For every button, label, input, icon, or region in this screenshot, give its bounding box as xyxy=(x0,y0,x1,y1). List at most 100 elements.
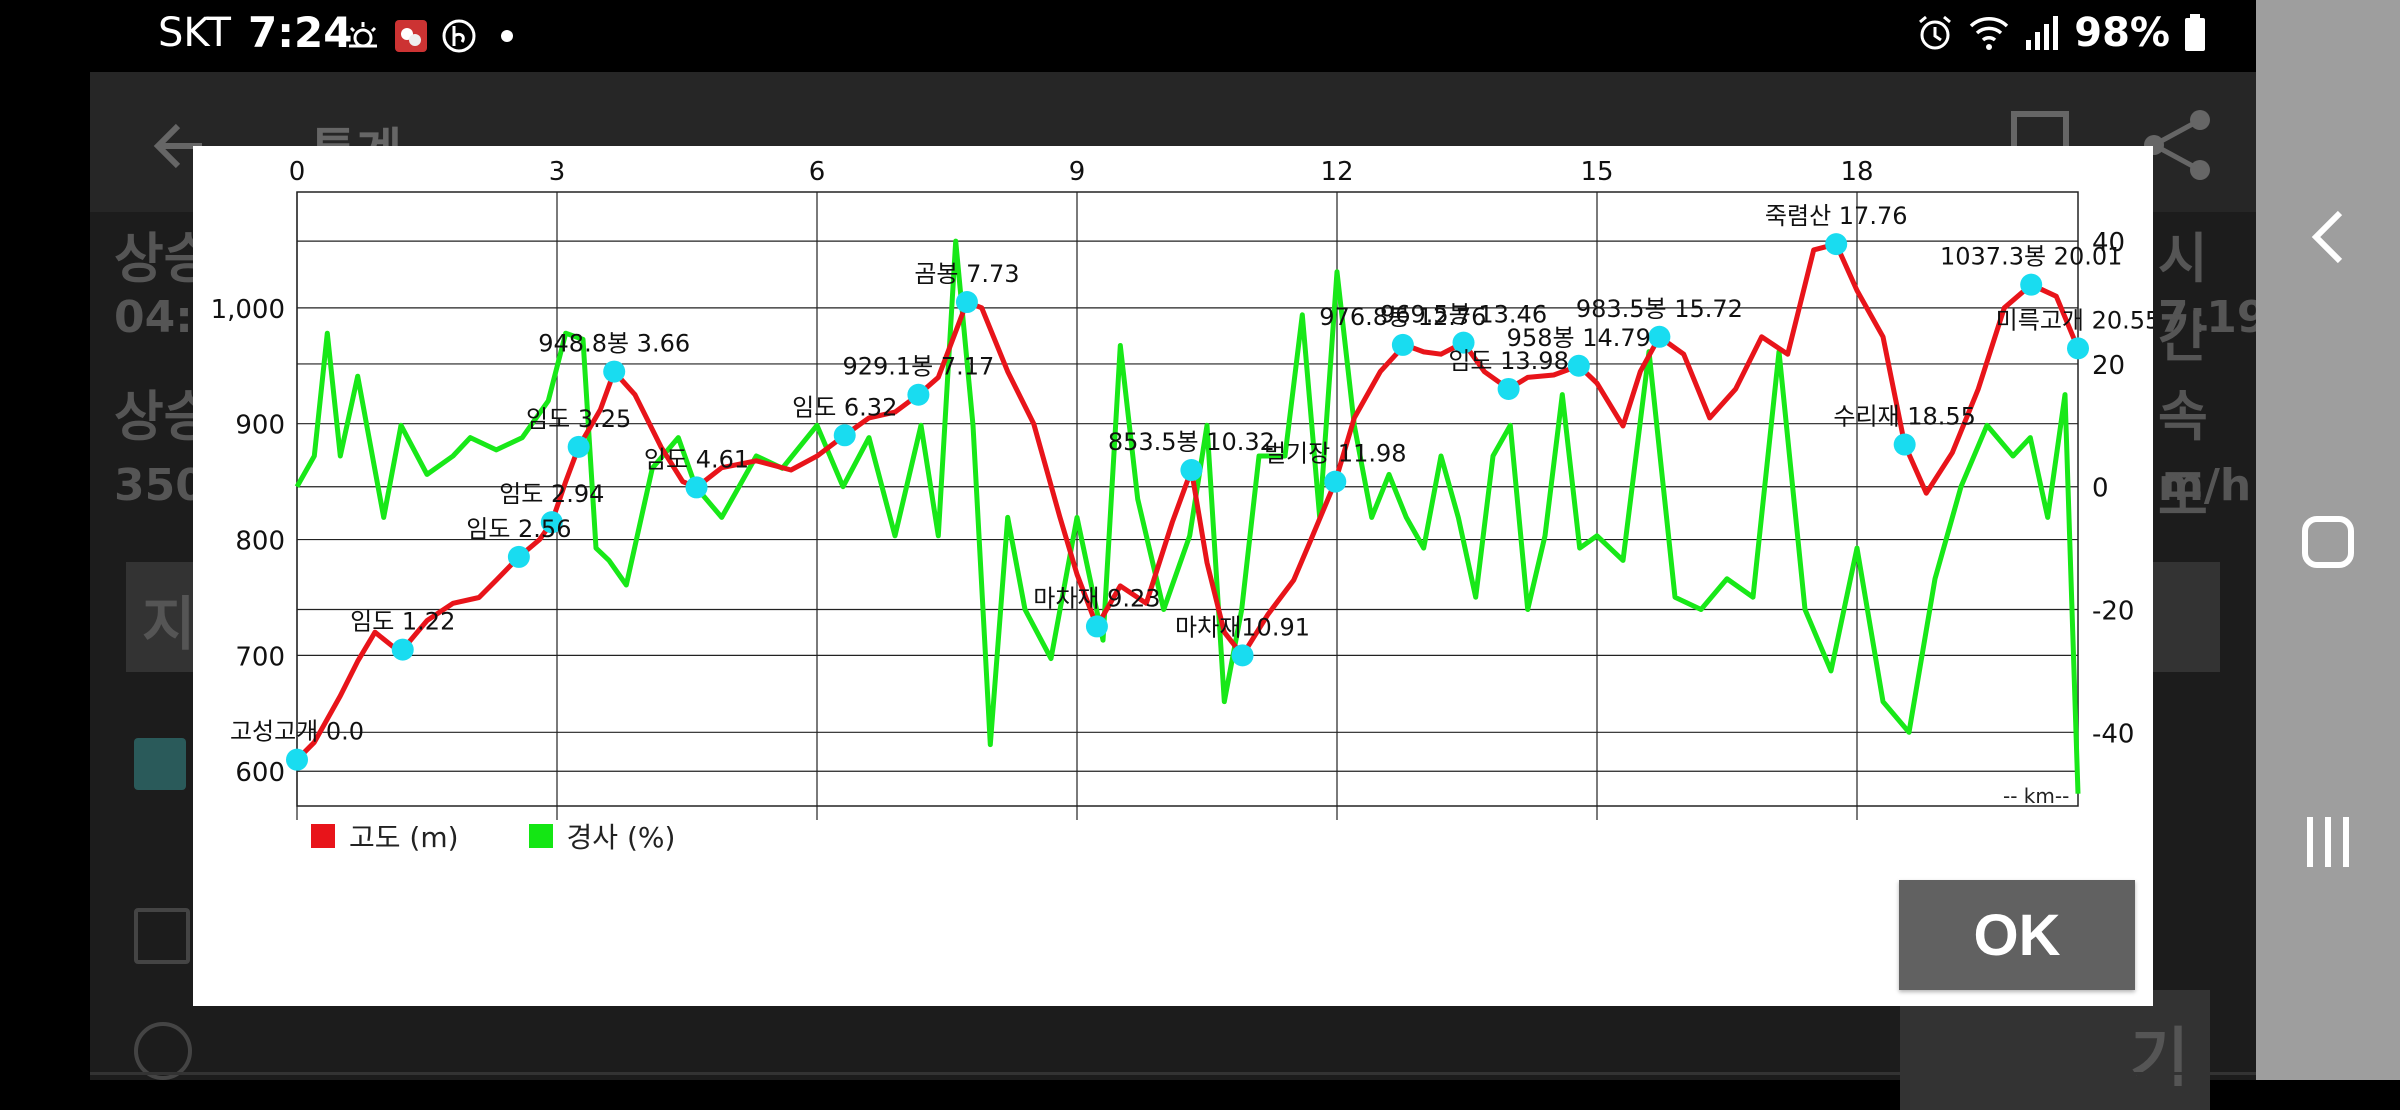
bg-radio xyxy=(134,1022,192,1080)
waypoint-marker xyxy=(1085,615,1108,638)
waypoint-label: 미륵고개 20.55 xyxy=(1996,306,2153,334)
waypoint-label: 임도 2.94 xyxy=(499,480,604,508)
y-left-tick-label: 800 xyxy=(235,527,285,557)
waypoint-marker xyxy=(1391,333,1414,356)
waypoint-marker xyxy=(833,424,856,447)
legend-label-elevation: 고도 (m) xyxy=(349,821,459,854)
waypoint-marker xyxy=(567,435,590,458)
waypoint-marker xyxy=(1324,470,1347,493)
status-bar: SKT 7:24 98% xyxy=(0,0,2256,72)
system-icons: 98% xyxy=(1916,10,2206,56)
legend-swatch-slope xyxy=(528,824,553,848)
bg-label-time-right: 7:19 xyxy=(2158,292,2268,343)
ok-button[interactable]: OK xyxy=(1899,880,2135,990)
x-tick-label: 6 xyxy=(809,157,826,187)
waypoint-label: 죽렴산 17.76 xyxy=(1765,202,1908,230)
waypoint-marker xyxy=(603,360,626,383)
carrier-label: SKT xyxy=(158,10,231,56)
waypoint-label: 수리재 18.55 xyxy=(1833,403,1976,431)
waypoint-marker xyxy=(391,638,414,661)
elevation-profile-dialog: 0 3 6 9 12 15 18 600 700 800 900 1,000 -40 -20 0 20 40 고… xyxy=(193,146,2153,1006)
wifi-icon xyxy=(1970,17,2009,50)
waypoint-marker xyxy=(1231,644,1254,667)
x-tick-label: 12 xyxy=(1320,157,1353,187)
nav-recents-button[interactable] xyxy=(2286,800,2370,884)
waypoint-label: 임도 2.56 xyxy=(466,515,571,543)
x-tick-label: 9 xyxy=(1069,157,1086,187)
waypoint-label: 929.1봉 7.17 xyxy=(842,353,994,381)
y-right-tick-label: -40 xyxy=(2092,719,2134,749)
waypoint-label: 임도 3.25 xyxy=(526,405,631,433)
chevron-left-icon xyxy=(2311,210,2343,264)
waypoint-marker xyxy=(1893,433,1916,456)
alarm-icon xyxy=(1919,15,1952,50)
bg-label-speed: 속도 xyxy=(2158,385,2208,527)
y-right-tick-label: 0 xyxy=(2092,474,2109,504)
waypoint-marker xyxy=(955,291,978,314)
bg-label-bottom-button: 기 xyxy=(2130,1022,2189,1096)
waypoint-marker xyxy=(1452,331,1475,354)
nav-home-button[interactable] xyxy=(2286,500,2370,584)
waypoint-marker xyxy=(507,545,530,568)
waypoint-label: 853.5봉 10.32 xyxy=(1108,428,1275,456)
elevation-slope-chart: 0 3 6 9 12 15 18 600 700 800 900 1,000 -40 -20 0 20 40 고… xyxy=(211,157,2153,820)
elevation-line xyxy=(295,241,2081,762)
recents-icon xyxy=(2307,817,2349,867)
app-notification-icon xyxy=(395,20,427,52)
y-right-tick-label: 20 xyxy=(2092,351,2125,381)
navigation-bar xyxy=(2256,0,2400,1080)
slope-series xyxy=(294,238,2081,794)
legend-swatch-elevation xyxy=(311,824,335,848)
waypoint-label: 983.5봉 15.72 xyxy=(1576,295,1743,323)
b-icon xyxy=(442,19,476,53)
waypoint-marker xyxy=(2067,337,2089,360)
bg-label-ascent-value: 350 xyxy=(114,460,206,511)
x-tick-label: 3 xyxy=(549,157,566,187)
waypoint-marker xyxy=(2020,273,2043,296)
waypoint-marker xyxy=(1497,377,1520,400)
bg-checkbox-empty xyxy=(134,908,190,964)
legend-item-slope: 경사 (%) xyxy=(528,816,676,856)
waypoint-label: 임도 13.98 xyxy=(1448,347,1569,375)
waypoint-marker xyxy=(1648,325,1671,348)
clock: 7:24 xyxy=(248,8,353,57)
waypoint-marker xyxy=(1825,233,1848,256)
legend-label-slope: 경사 (%) xyxy=(566,821,676,854)
waypoint-marker xyxy=(907,383,930,406)
waypoint-label: 958봉 14.79 xyxy=(1507,324,1651,352)
waypoint-label: 1037.3봉 20.01 xyxy=(1940,243,2122,271)
chart-ticks: 0 3 6 9 12 15 18 600 700 800 900 1,000 -40 -20 0 20 40 xyxy=(211,157,2135,788)
waypoint-markers xyxy=(286,233,2089,771)
x-unit-label: -- km-- xyxy=(2003,784,2070,808)
waypoint-labels: 고성고개 0.0 임도 1.22 임도 2.56 임도 2.94 임도 3.25 948.… xyxy=(230,202,2153,746)
notification-icons xyxy=(345,14,525,58)
waypoint-label: 임도 1.22 xyxy=(350,608,455,636)
waypoint-label: 948.8봉 3.66 xyxy=(538,330,690,358)
bg-label-time-header: 시간 xyxy=(2158,227,2208,369)
signal-icon xyxy=(2026,16,2059,50)
y-right-tick-label: -20 xyxy=(2092,597,2134,627)
bg-checkbox-checked xyxy=(134,738,186,790)
y-left-tick-label: 600 xyxy=(235,758,285,788)
legend-item-elevation: 고도 (m) xyxy=(311,816,459,856)
waypoint-label: 임도 4.61 xyxy=(644,445,749,473)
home-square-icon xyxy=(2302,516,2354,568)
x-tick-label: 18 xyxy=(1840,157,1873,187)
waypoint-label: 고성고개 0.0 xyxy=(230,718,364,746)
y-left-tick-label: 700 xyxy=(235,642,285,672)
waypoint-label: 임도 6.32 xyxy=(792,393,897,421)
slope-line xyxy=(294,238,2081,794)
share-icon[interactable] xyxy=(2140,108,2214,182)
bg-label-button: 지 xyxy=(142,590,196,658)
waypoint-label: 976.8봉 12.76 xyxy=(1319,303,1486,331)
x-tick-label: 0 xyxy=(289,157,306,187)
y-left-tick-label: 1,000 xyxy=(211,295,285,325)
y-left-tick-label: 900 xyxy=(235,411,285,441)
waypoint-label: 벌기장 11.98 xyxy=(1264,440,1407,468)
battery-icon xyxy=(2185,14,2205,51)
nav-back-button[interactable] xyxy=(2286,195,2370,279)
waypoint-label: 마차재 9.23 xyxy=(1033,584,1160,612)
y-right-tick-label: 40 xyxy=(2092,228,2125,258)
waypoint-marker xyxy=(1567,354,1590,377)
waypoint-marker xyxy=(1180,459,1203,482)
